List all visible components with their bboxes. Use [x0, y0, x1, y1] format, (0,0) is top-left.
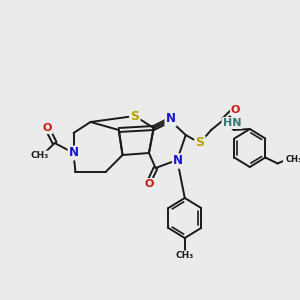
Text: N: N [173, 154, 183, 167]
Text: N: N [173, 154, 183, 167]
Text: S: S [130, 110, 139, 122]
Text: S: S [130, 110, 139, 122]
Text: O: O [231, 105, 240, 115]
Text: CH₃: CH₃ [176, 251, 194, 260]
Text: CH₃: CH₃ [31, 152, 49, 160]
Text: HN: HN [223, 118, 241, 128]
Text: CH₃: CH₃ [285, 155, 300, 164]
Text: N: N [166, 112, 176, 125]
Text: N: N [68, 146, 79, 160]
Text: S: S [195, 136, 204, 149]
Text: O: O [144, 179, 154, 189]
Text: O: O [42, 123, 52, 133]
Text: CH₃: CH₃ [31, 152, 49, 160]
Text: O: O [42, 123, 52, 133]
Text: S: S [195, 136, 204, 149]
Text: O: O [144, 179, 154, 189]
Text: HN: HN [223, 118, 241, 128]
Text: N: N [166, 112, 176, 125]
Text: O: O [231, 105, 240, 115]
